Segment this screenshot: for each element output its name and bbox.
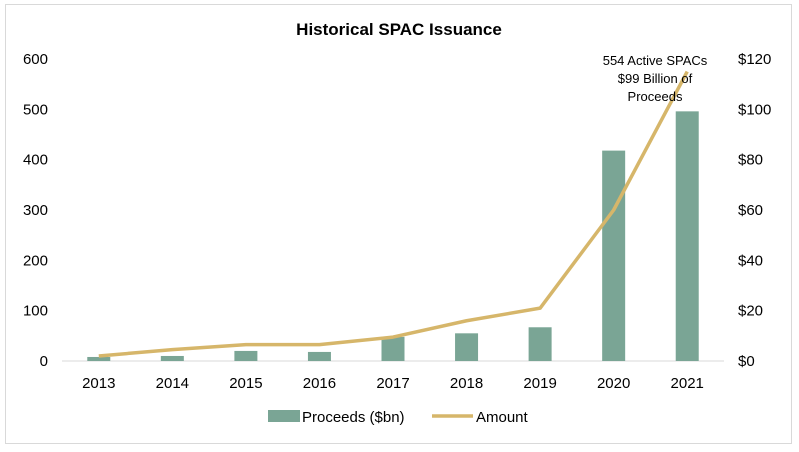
bar-proceeds xyxy=(455,333,479,361)
y-right-tick-label: $40 xyxy=(738,252,763,269)
x-tick-label: 2016 xyxy=(303,375,336,392)
y-left-tick-label: 300 xyxy=(23,202,48,219)
bar-proceeds xyxy=(528,327,552,361)
y-right-tick-label: $60 xyxy=(738,202,763,219)
bar-proceeds xyxy=(602,150,626,361)
bar-proceeds xyxy=(160,355,184,361)
x-tick-label: 2013 xyxy=(82,375,115,392)
x-tick-label: 2014 xyxy=(156,375,189,392)
y-left-tick-label: 400 xyxy=(23,152,48,169)
y-right-tick-label: $120 xyxy=(738,51,771,68)
y-left-tick-label: 600 xyxy=(23,51,48,68)
x-tick-label: 2021 xyxy=(671,375,704,392)
x-tick-label: 2019 xyxy=(523,375,556,392)
y-left-tick-label: 500 xyxy=(23,101,48,118)
chart-title: Historical SPAC Issuance xyxy=(296,20,502,39)
legend-label-proceeds: Proceeds ($bn) xyxy=(302,409,405,426)
line-amount xyxy=(98,70,689,358)
y-right-tick-label: $20 xyxy=(738,303,763,320)
y-right-tick-label: $0 xyxy=(738,353,755,370)
y-right-tick-label: $80 xyxy=(738,152,763,169)
x-tick-label: 2018 xyxy=(450,375,483,392)
bar-proceeds xyxy=(675,111,699,361)
annotation-line: Proceeds xyxy=(628,89,683,104)
y-left-tick-label: 0 xyxy=(40,353,48,370)
x-tick-label: 2020 xyxy=(597,375,630,392)
x-tick-label: 2015 xyxy=(229,375,262,392)
bar-proceeds xyxy=(381,336,405,361)
y-left-tick-label: 100 xyxy=(23,303,48,320)
x-tick-label: 2017 xyxy=(376,375,409,392)
y-right-tick-label: $100 xyxy=(738,101,771,118)
legend-swatch-proceeds xyxy=(268,410,300,422)
y-left-tick-label: 200 xyxy=(23,252,48,269)
bar-proceeds xyxy=(234,350,258,361)
legend-label-amount: Amount xyxy=(476,409,529,426)
bar-proceeds xyxy=(307,351,331,361)
bar-proceeds xyxy=(87,356,111,361)
annotation-line: $99 Billion of xyxy=(618,71,693,86)
chart-container xyxy=(5,4,792,444)
annotation-line: 554 Active SPACs xyxy=(603,53,708,68)
